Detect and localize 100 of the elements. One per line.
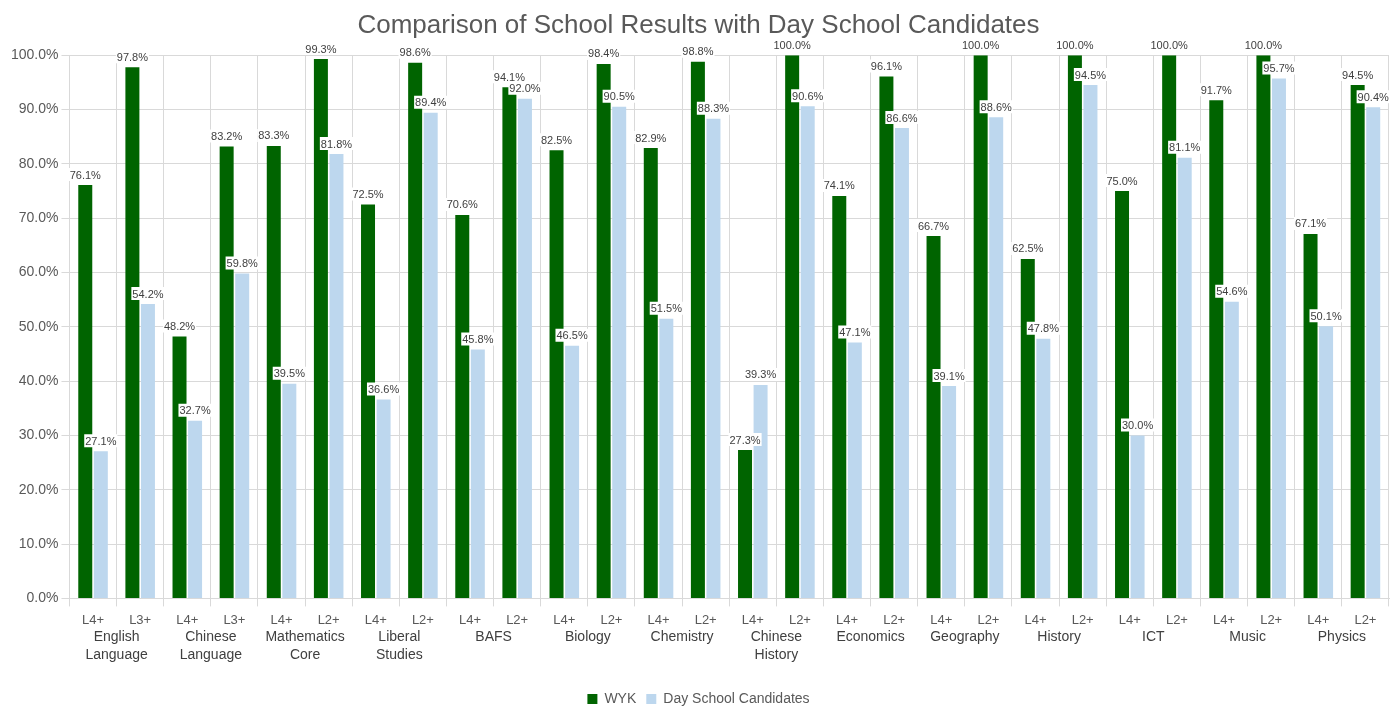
bar (188, 420, 203, 598)
data-label: 94.5% (1074, 68, 1107, 81)
y-tick-label: 50.0% (18, 317, 59, 334)
x-tick-label: L2+ (600, 611, 623, 627)
text: Liberal Studies (376, 628, 423, 663)
bar (235, 273, 250, 598)
y-tick-label: 0.0% (26, 589, 59, 606)
x-tick-label: L4+ (1118, 611, 1141, 627)
data-label: 95.7% (1263, 62, 1295, 75)
data-label: 39.1% (933, 369, 965, 382)
x-tick-label: L4+ (836, 611, 859, 627)
x-tick-label: L2+ (694, 611, 717, 627)
x-tick-label: L4+ (1024, 611, 1047, 627)
y-tick-label: 20.0% (18, 480, 59, 497)
data-label: 59.8% (226, 257, 259, 270)
text: ICT (1142, 628, 1166, 645)
data-label: 86.6% (886, 111, 918, 124)
bar (706, 118, 721, 598)
data-label: 90.4% (1357, 90, 1390, 103)
bar (565, 345, 580, 598)
bar (659, 318, 674, 598)
y-tick-label: 10.0% (18, 534, 59, 551)
chart-title: Comparison of School Results with Day School Candidates (357, 8, 1040, 39)
data-label: 98.6% (399, 46, 431, 59)
data-label: 72.5% (352, 188, 384, 201)
y-tick-label: 100.0% (11, 46, 59, 63)
bar (1036, 338, 1051, 598)
text: Chemistry (650, 628, 714, 645)
bar (93, 451, 108, 598)
data-label: 82.9% (635, 131, 667, 144)
bar (329, 154, 344, 598)
data-label: 98.8% (682, 45, 714, 58)
data-label: 81.1% (1169, 141, 1201, 154)
data-label: 100.0% (962, 38, 1000, 51)
x-tick-label: L2+ (977, 611, 1000, 627)
bar (1271, 78, 1286, 598)
bar (376, 399, 391, 598)
data-label: 45.8% (462, 333, 494, 346)
data-label: 94.1% (493, 70, 526, 83)
data-label: 47.1% (839, 326, 871, 339)
data-label: 83.3% (258, 129, 290, 142)
data-label: 100.0% (773, 38, 812, 51)
x-tick-label: L2+ (411, 611, 434, 627)
x-tick-label: L2+ (506, 611, 529, 627)
data-label: 99.3% (305, 42, 337, 55)
data-label: 39.5% (273, 367, 306, 380)
x-tick-label: L4+ (741, 611, 764, 627)
data-label: 48.2% (163, 320, 196, 333)
text: Economics (836, 628, 905, 645)
x-tick-label: L4+ (1307, 611, 1330, 627)
data-label: 66.7% (917, 219, 950, 232)
bar (1130, 435, 1145, 598)
text: Chinese History (750, 628, 803, 663)
bar (738, 450, 753, 598)
y-tick-label: 30.0% (18, 426, 59, 443)
x-tick-label: L2+ (1354, 611, 1377, 627)
x-tick-label: L4+ (553, 611, 576, 627)
x-tick-label: L2+ (883, 611, 906, 627)
text: History (1037, 628, 1081, 645)
bar (423, 112, 438, 598)
data-label: 62.5% (1012, 242, 1044, 255)
x-tick-label: L3+ (129, 611, 152, 627)
data-label: 70.6% (446, 198, 479, 211)
data-label: 36.6% (367, 383, 400, 396)
data-label: 51.5% (650, 302, 683, 315)
x-tick-label: L4+ (459, 611, 482, 627)
legend-label: WYK (604, 689, 637, 706)
data-label: 74.1% (823, 179, 856, 192)
x-tick-label: L4+ (270, 611, 293, 627)
data-label: 91.7% (1200, 83, 1233, 96)
bar (1366, 107, 1381, 598)
bar (140, 303, 155, 598)
y-tick-label: 40.0% (18, 371, 59, 388)
x-tick-label: L2+ (1260, 611, 1283, 627)
data-label: 88.3% (697, 102, 730, 115)
y-tick-label: 70.0% (18, 209, 59, 226)
x-tick-label: L4+ (176, 611, 199, 627)
data-label: 88.6% (980, 100, 1013, 113)
text: English Language (85, 628, 148, 663)
bar (847, 342, 862, 598)
bar (1319, 326, 1334, 598)
text: Physics (1317, 628, 1366, 645)
data-label: 90.6% (792, 89, 824, 102)
x-tick-label: L2+ (1071, 611, 1094, 627)
data-label: 27.3% (729, 433, 761, 446)
x-tick-label: L4+ (82, 611, 105, 627)
text: Chinese Language (179, 628, 243, 663)
data-label: 100.0% (1056, 38, 1094, 51)
data-label: 67.1% (1294, 217, 1327, 230)
bar (1177, 157, 1192, 598)
text: Music (1229, 628, 1266, 645)
data-label: 54.2% (132, 287, 164, 300)
bar (894, 127, 909, 598)
data-label: 97.8% (116, 50, 149, 63)
data-label: 39.3% (744, 368, 777, 381)
data-label: 90.5% (603, 90, 636, 103)
data-label: 100.0% (1150, 38, 1189, 51)
bar (800, 106, 815, 598)
y-tick-label: 60.0% (18, 263, 59, 280)
data-label: 96.1% (870, 59, 903, 72)
